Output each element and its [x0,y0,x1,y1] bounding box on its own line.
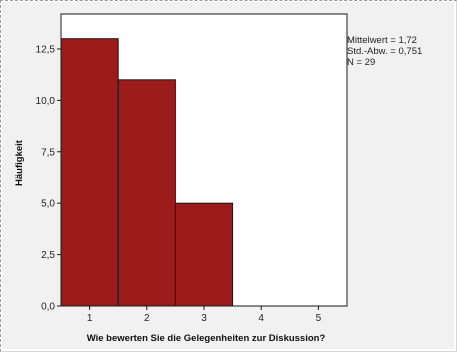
y-tick-label: 5,0 [41,199,55,210]
x-tick-label: 2 [144,313,150,324]
statistics-box: Mittelwert = 1,72 Std.-Abw. = 0,751 N = … [347,35,422,68]
histogram-bar [117,79,176,307]
x-tick-label: 1 [87,313,93,324]
y-tick-label: 10,0 [36,96,56,107]
y-tick-label: 12,5 [36,44,56,55]
n-stat: N = 29 [347,57,375,68]
histogram-bar [60,38,119,307]
y-tick-label: 2,5 [41,250,55,261]
y-tick-label: 0,0 [41,302,55,313]
y-axis: 0,0 2,5 5,0 7,5 10,0 12,5 [36,44,61,313]
x-axis: 1 2 3 4 5 [87,306,322,324]
histogram-bar [174,202,234,307]
y-axis-title: Häufigkeit [14,139,25,186]
y-tick-label: 7,5 [41,147,55,158]
x-tick-label: 3 [201,313,207,324]
std-dev-stat: Std.-Abw. = 0,751 [347,46,422,57]
x-tick-label: 5 [316,313,322,324]
x-axis-title: Wie bewerten Sie die Gelegenheiten zur D… [87,333,326,344]
mean-stat: Mittelwert = 1,72 [347,35,417,46]
bars-layer [60,38,234,307]
x-tick-label: 4 [258,313,264,324]
